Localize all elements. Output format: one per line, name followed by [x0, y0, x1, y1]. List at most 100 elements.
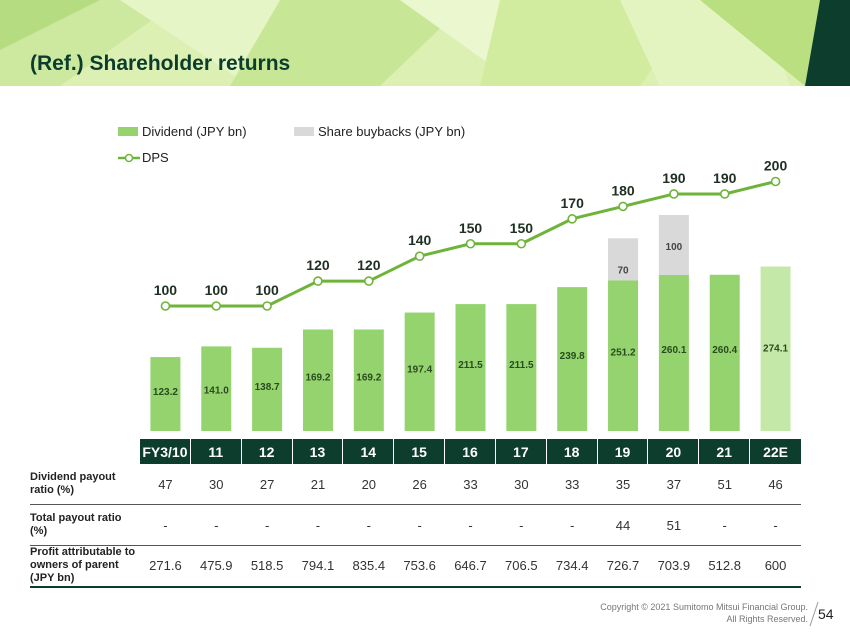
- table-cell: 21: [310, 476, 326, 492]
- table-cell: 271.6: [149, 558, 182, 573]
- dividend-value-label: 274.1: [763, 344, 788, 355]
- table-cell: 512.8: [708, 558, 741, 573]
- table-cell: -: [519, 517, 524, 533]
- legend-dividend-label: Dividend (JPY bn): [142, 124, 247, 139]
- dividend-value-label: 260.1: [661, 345, 686, 356]
- dps-value-label: 200: [764, 158, 788, 174]
- dps-point: [211, 301, 222, 311]
- dps-point: [465, 238, 476, 249]
- dividend-bar: [506, 304, 537, 431]
- legend-dps-marker: [118, 153, 140, 162]
- table-cell: 35: [615, 476, 631, 492]
- banner-background: [0, 0, 850, 86]
- table-cell: 33: [564, 476, 580, 492]
- buyback-bar: [658, 214, 689, 275]
- dps-point: [516, 238, 527, 249]
- table-cell: 835.4: [352, 558, 386, 573]
- dps-point: [669, 189, 679, 199]
- dividend-bar: [252, 347, 283, 431]
- dps-value-label: 150: [510, 220, 534, 236]
- dps-value-label: 100: [154, 282, 178, 298]
- table-cell: -: [773, 517, 778, 533]
- copyright: Copyright © 2021 Sumitomo Mitsui Financi…: [600, 601, 808, 625]
- legend-dividend-swatch: [118, 127, 138, 136]
- x-axis-tick-label: 12: [241, 439, 293, 464]
- dividend-value-label: 169.2: [305, 372, 330, 383]
- legend-buybacks-swatch: [294, 127, 314, 136]
- table-cell: 475.9: [199, 558, 233, 573]
- table-row-values: 271.6 475.9 518.5 794.1 835.4 753.6 646.7 706.5…: [140, 558, 801, 573]
- dividend-value-label: 211.5: [458, 360, 483, 371]
- dps-point: [160, 301, 171, 311]
- dps-point: [262, 301, 272, 311]
- table-cell: 600: [764, 558, 787, 573]
- table-cell: -: [722, 517, 727, 533]
- dps-value-label: 100: [205, 282, 229, 298]
- table-cell: -: [214, 517, 219, 533]
- table-cell: 37: [666, 476, 682, 492]
- table-cell: 30: [209, 476, 224, 492]
- x-axis-tick-label: 11: [190, 439, 242, 464]
- footer-divider: [809, 601, 819, 627]
- buyback-value-label: 100: [666, 242, 683, 253]
- x-axis-tick-label: 22E: [750, 439, 801, 464]
- dividend-value-label: 138.7: [255, 382, 280, 393]
- page-number: 54: [818, 606, 834, 622]
- table-cell: -: [570, 517, 575, 533]
- table-cell: 518.5: [250, 558, 284, 573]
- dividend-value-label: 211.5: [509, 360, 534, 371]
- table-cell: 734.4: [555, 558, 589, 573]
- dividend-bar: [404, 312, 435, 431]
- legend-dps: DPS: [118, 150, 169, 165]
- dps-point: [618, 201, 628, 212]
- x-axis-tick-label: 20: [648, 439, 700, 464]
- dps-value-label: 120: [306, 257, 330, 273]
- dps-value-label: 140: [408, 232, 432, 248]
- x-axis-tick-label: 19: [597, 439, 649, 464]
- table-row-label: Total payout ratio (%): [30, 512, 122, 537]
- x-axis-tick-label: 17: [495, 439, 547, 464]
- table-cell: 706.5: [505, 558, 538, 573]
- shareholder-returns-chart: 70 100 123.2 141.0 138.7 169.2 169.2 197.4 211.5…: [150, 158, 791, 431]
- dividend-value-label: 123.2: [153, 387, 178, 398]
- dividend-value-label: 141.0: [204, 385, 229, 396]
- table-row: Dividend payout ratio (%) 47 30 27 21 20 26 33 3…: [30, 464, 801, 505]
- x-axis: FY3/10 11 12 13 14 15 16 17 18 19 20 21 22E: [140, 439, 801, 464]
- table-cell: 26: [412, 476, 427, 492]
- table-row-values: - - - - - - - - - 44 51 - -: [140, 518, 801, 533]
- dps-point: [364, 276, 374, 286]
- dps-point: [414, 251, 425, 262]
- legend-dps-label: DPS: [142, 150, 169, 165]
- dividend-bar: [709, 274, 740, 431]
- x-axis-tick-label: 18: [546, 439, 598, 464]
- dps-value-label: 190: [713, 170, 737, 186]
- header-banner: [0, 0, 850, 86]
- legend-buybacks-label: Share buybacks (JPY bn): [318, 124, 466, 139]
- x-axis-tick-label: FY3/10: [140, 439, 191, 464]
- table-cell: 51: [717, 476, 732, 492]
- dps-point: [567, 214, 577, 224]
- legend-buybacks: Share buybacks (JPY bn): [294, 124, 465, 139]
- table-cell: -: [468, 517, 473, 533]
- dps-value-label: 180: [611, 182, 635, 198]
- x-axis-tick-label: 21: [699, 439, 751, 464]
- table-row: Total payout ratio (%) - - - - - - - - - 44 51 - -: [30, 505, 801, 546]
- table-cell: 46: [768, 476, 783, 492]
- dps-value-label: 100: [255, 282, 279, 298]
- table-cell: 30: [514, 476, 529, 492]
- rights-line: All Rights Reserved.: [726, 614, 808, 624]
- table-cell: -: [366, 517, 371, 533]
- x-axis-tick-label: 15: [394, 439, 446, 464]
- table-cell: 646.7: [454, 558, 487, 573]
- table-row: Profit attributable to owners of parent …: [30, 545, 801, 588]
- dividend-bar: [455, 304, 486, 431]
- page-title: (Ref.) Shareholder returns: [30, 52, 291, 75]
- table-cell: 20: [361, 476, 377, 492]
- dps-value-label: 170: [561, 195, 585, 211]
- dividend-value-label: 239.8: [560, 351, 585, 362]
- table-row-label: Dividend payout ratio (%): [30, 471, 116, 496]
- buyback-value-label: 70: [617, 265, 629, 276]
- dps-value-label: 190: [662, 170, 686, 186]
- dividend-value-label: 169.2: [356, 372, 381, 383]
- table-cell: -: [264, 517, 270, 533]
